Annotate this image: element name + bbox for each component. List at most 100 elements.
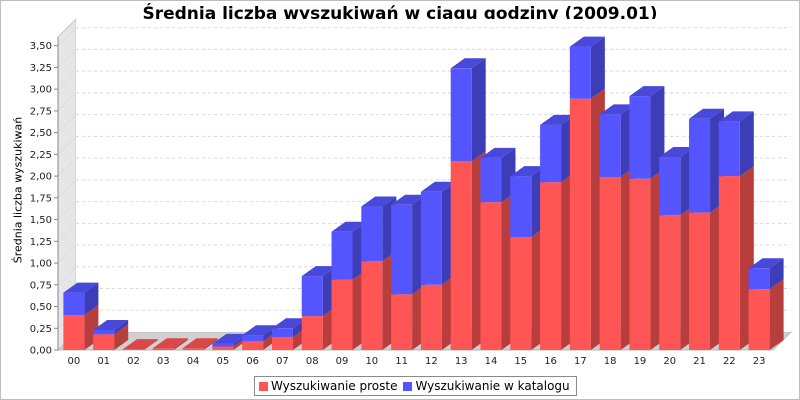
y-tick-label: 3,00 xyxy=(30,85,52,96)
bar-stack-15 xyxy=(510,166,546,350)
bar-series-1 xyxy=(271,336,293,350)
bar-series-1 xyxy=(748,289,770,350)
legend-item-series-1: Wyszukiwanie proste xyxy=(259,379,397,393)
y-tick-label: 0,00 xyxy=(30,346,52,357)
x-tick-label: 23 xyxy=(753,356,766,367)
bar-series-1 xyxy=(480,202,502,350)
gridline-side xyxy=(57,244,77,264)
bar-top xyxy=(510,166,546,177)
y-tick-label: 0,75 xyxy=(30,280,52,291)
y-tick-label: 2,25 xyxy=(30,150,52,161)
legend-label-series-1: Wyszukiwanie proste xyxy=(271,379,398,393)
bar-side-series-2 xyxy=(739,111,754,177)
bar-top xyxy=(182,338,218,349)
bar-stack-16 xyxy=(540,114,576,350)
bar-top xyxy=(689,108,725,119)
bar-stack-21 xyxy=(689,108,725,350)
x-tick-label: 02 xyxy=(127,356,140,367)
bar-series-2 xyxy=(212,343,234,347)
bar-stack-22 xyxy=(718,111,754,350)
bar-series-1 xyxy=(629,178,651,350)
bar-series-1 xyxy=(510,236,532,350)
bar-series-2 xyxy=(331,231,353,280)
bar-stack-18 xyxy=(599,104,635,350)
bar-series-1 xyxy=(212,346,234,350)
gridline-side xyxy=(57,201,77,220)
x-tick-label: 10 xyxy=(365,356,378,367)
x-tick-label: 03 xyxy=(157,356,170,367)
y-tick-label: 3,50 xyxy=(30,41,52,52)
bar-series-2 xyxy=(361,206,383,262)
bar-side-series-1 xyxy=(114,324,129,350)
x-tick-label: 17 xyxy=(574,356,587,367)
bar-top xyxy=(242,325,278,336)
bar-top xyxy=(301,266,337,277)
bar-series-1 xyxy=(569,98,591,350)
legend-item-series-2: Wyszukiwanie w katalogu xyxy=(403,379,570,393)
bar-series-1 xyxy=(391,294,413,350)
bar-stack-11 xyxy=(391,194,427,350)
x-tick-label: 14 xyxy=(485,356,498,367)
bar-series-2 xyxy=(271,328,293,337)
bar-top xyxy=(748,258,784,269)
x-tick-label: 21 xyxy=(693,356,706,367)
x-tick-label: 08 xyxy=(306,356,319,367)
bar-series-1 xyxy=(540,182,562,350)
bar-stack-01 xyxy=(93,320,129,350)
bar-stack-17 xyxy=(569,36,605,350)
bar-series-1 xyxy=(659,215,681,350)
bar-series-2 xyxy=(718,121,740,177)
y-tick-label: 2,50 xyxy=(30,128,52,139)
x-tick-label: 12 xyxy=(425,356,438,367)
bar-series-2 xyxy=(629,96,651,179)
gridline-side xyxy=(57,70,77,90)
bar-top xyxy=(391,194,427,205)
bar-side-series-2 xyxy=(471,58,486,162)
bar-series-2 xyxy=(63,292,85,316)
x-tick-label: 20 xyxy=(663,356,676,367)
x-tick-labels: 00 01 02 03 04 05 06 07 08 09 10 11 12 13 14 15 16 17 18 19… xyxy=(68,356,766,367)
bar-stack-19 xyxy=(629,86,665,350)
gridline-side xyxy=(57,114,77,133)
bar-top xyxy=(659,146,695,157)
legend-swatch-series-1 xyxy=(259,381,268,391)
bar-top xyxy=(480,147,516,158)
y-tick-label: 2,75 xyxy=(30,106,52,117)
y-tick-label: 1,50 xyxy=(30,215,52,226)
bar-top xyxy=(569,36,605,47)
bar-series-1 xyxy=(331,279,353,350)
bar-stack-23 xyxy=(748,258,784,350)
x-tick-label: 01 xyxy=(97,356,110,367)
bar-top xyxy=(93,320,129,331)
bar-series-2 xyxy=(301,276,323,317)
bar-side-series-1 xyxy=(173,338,188,350)
gridline-side xyxy=(57,157,77,177)
bar-series-2 xyxy=(510,176,532,237)
x-tick-label: 15 xyxy=(514,356,527,367)
bar-series-1 xyxy=(450,161,472,350)
bar-series-1 xyxy=(63,315,85,350)
bar-top xyxy=(540,114,576,125)
gridline-side xyxy=(57,266,77,286)
bar-stack-09 xyxy=(331,221,367,350)
bar-top xyxy=(629,86,665,97)
bar-top xyxy=(331,221,367,232)
bar-series-2 xyxy=(420,191,442,285)
bar-stack-03 xyxy=(152,338,188,350)
legend: Wyszukiwanie proste Wyszukiwanie w katal… xyxy=(254,376,577,396)
bar-series-2 xyxy=(599,114,621,177)
bar-series-2 xyxy=(569,46,591,99)
gridline-side xyxy=(57,92,77,112)
bar-series-1 xyxy=(689,212,711,350)
bar-stack-08 xyxy=(301,266,337,350)
bar-top xyxy=(152,338,188,349)
bar-top xyxy=(122,339,158,350)
bar-top xyxy=(599,104,635,115)
bar-top xyxy=(718,111,754,122)
bar-series-1 xyxy=(93,334,115,350)
bar-series-2 xyxy=(659,156,681,216)
bar-series-2 xyxy=(540,124,562,183)
bar-stack-20 xyxy=(659,146,695,350)
gridline-side xyxy=(57,27,77,47)
